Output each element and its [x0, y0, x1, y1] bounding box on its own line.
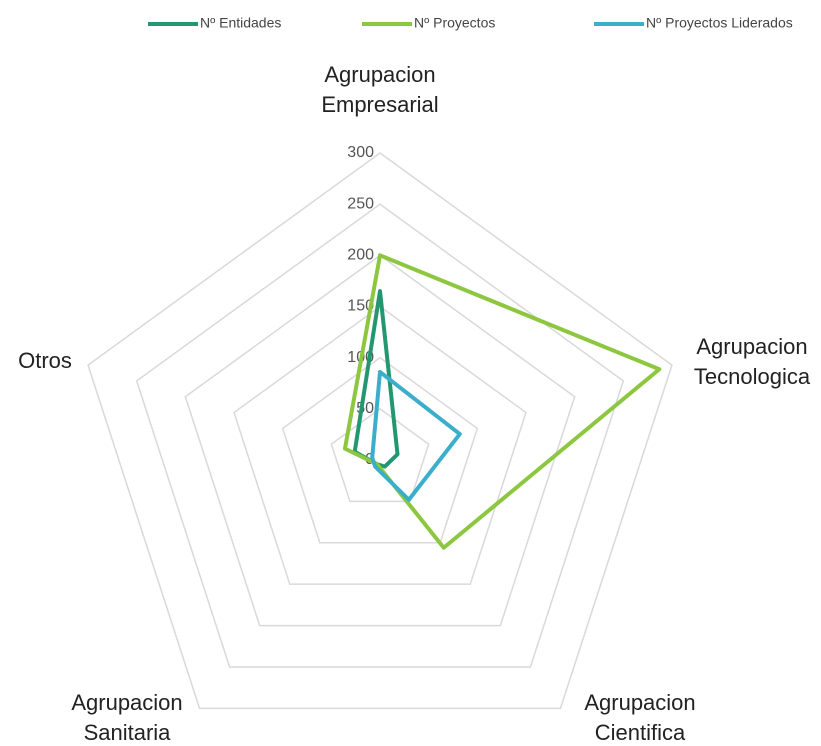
- y-tick-label: 300: [347, 144, 374, 161]
- legend-label: Nº Proyectos: [414, 15, 495, 31]
- category-label: Cientifica: [595, 720, 686, 745]
- grid-line: [184, 254, 576, 627]
- grid-line: [281, 356, 479, 544]
- grid-line: [330, 407, 430, 503]
- series-line: [370, 369, 462, 502]
- y-tick-label: 150: [347, 298, 374, 315]
- series-line: [342, 253, 662, 550]
- legend-label: Nº Proyectos Liderados: [646, 15, 793, 31]
- series-line: [352, 289, 400, 469]
- grid-line: [233, 305, 527, 585]
- grid-line: [135, 203, 625, 668]
- category-label: Agrupacion: [71, 690, 182, 715]
- y-tick-label: 200: [347, 247, 374, 264]
- y-tick-label: 250: [347, 195, 374, 212]
- legend-label: Nº Entidades: [200, 15, 281, 31]
- category-label: Sanitaria: [84, 720, 172, 745]
- grid-line: [87, 152, 673, 710]
- category-label: Agrupacion: [324, 62, 435, 87]
- category-label: Empresarial: [321, 92, 438, 117]
- category-label: Agrupacion: [696, 334, 807, 359]
- category-label: Otros: [18, 348, 72, 373]
- category-label: Tecnologica: [694, 364, 811, 389]
- category-label: Agrupacion: [584, 690, 695, 715]
